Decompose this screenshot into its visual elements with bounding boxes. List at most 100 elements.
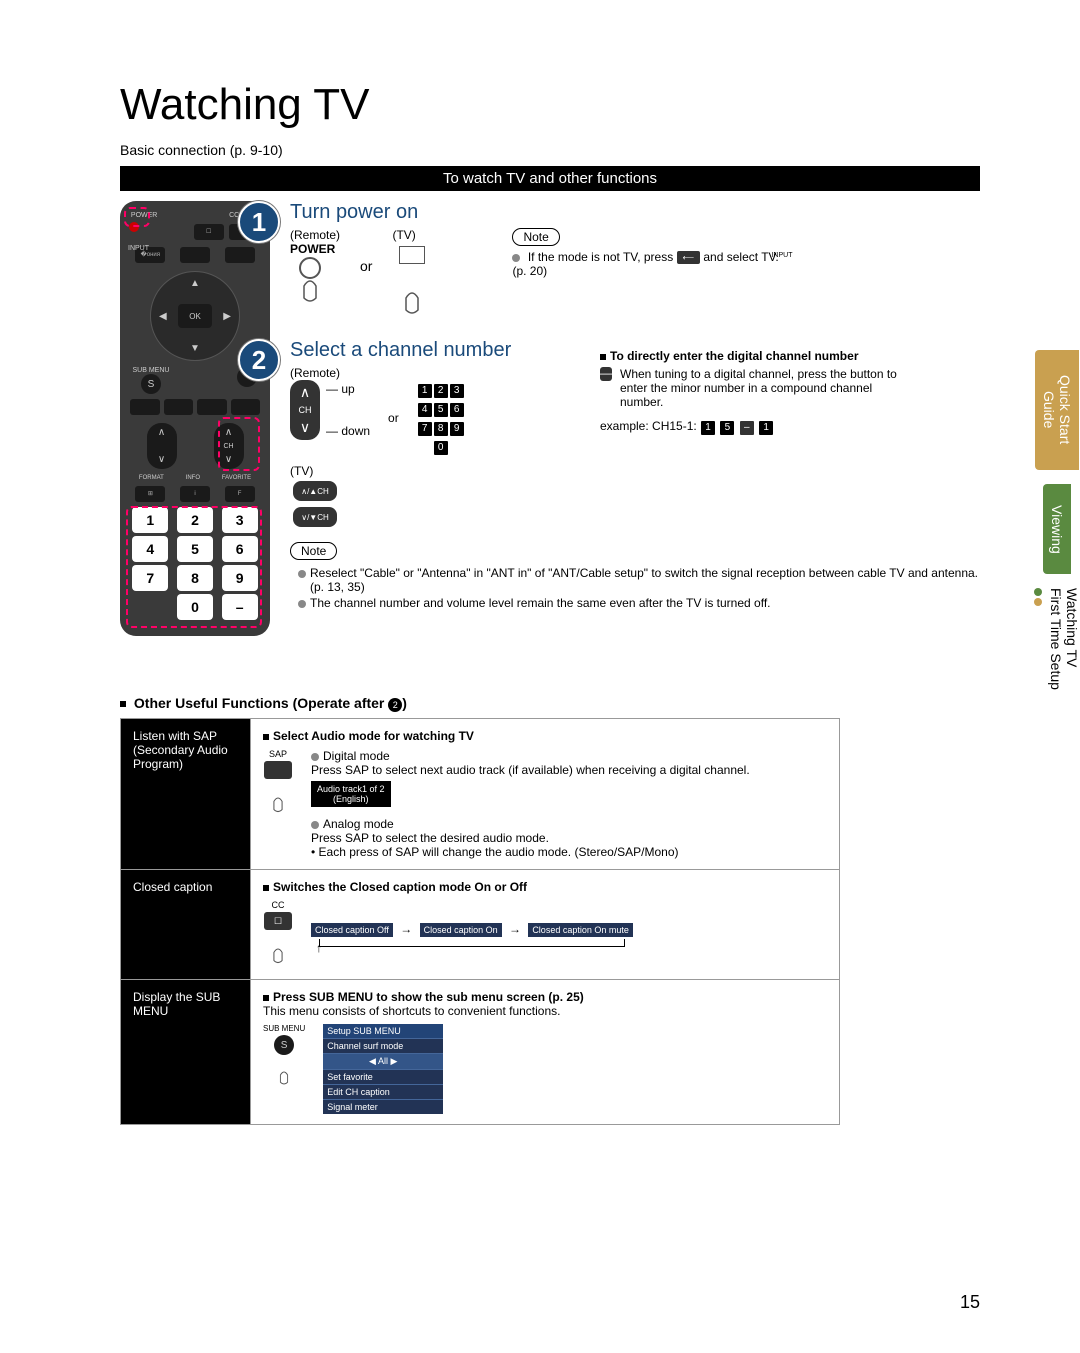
tab-first-time-setup: First Time Setup — [1048, 588, 1064, 690]
func3-title: Display the SUB MENU — [121, 980, 251, 1125]
audio-track-box: Audio track1 of 2 (English) — [311, 781, 391, 807]
remote-color-r — [130, 399, 160, 415]
remote-blank-button2 — [225, 247, 255, 263]
submenu-s-button: S — [274, 1035, 294, 1055]
remote-color-y — [197, 399, 227, 415]
step-1-circle: 1 — [238, 201, 280, 243]
cc-flow: Closed caption Off → Closed caption On →… — [311, 922, 633, 947]
step-1-title: Turn power on — [290, 201, 980, 224]
remote-highlight-numpad — [126, 506, 262, 628]
dash-button-icon: — — [600, 367, 612, 381]
square-bullet-icon — [263, 995, 269, 1001]
step1-remote-label: (Remote) — [290, 228, 340, 242]
digital-mode-label: Digital mode — [323, 749, 390, 763]
hand-press-icon — [263, 932, 293, 966]
remote-submenu-label: SUB MENU — [133, 367, 170, 374]
analog-mode-label: Analog mode — [323, 817, 394, 831]
step2-or: or — [388, 411, 399, 425]
tab-current: Watching TV First Time Setup — [1034, 588, 1080, 758]
other-func-heading: Other Useful Functions (Operate after 2) — [120, 695, 980, 712]
func2-title: Closed caption — [121, 870, 251, 980]
side-tabs: Quick Start Guide Viewing Watching TV Fi… — [1034, 350, 1080, 758]
remote-fav-button: F — [225, 486, 255, 502]
submenu-button-label: SUB MENU — [263, 1024, 305, 1033]
square-bullet-icon — [263, 885, 269, 891]
remote-cc-button: ☐ — [194, 224, 224, 240]
cc-button-label: CC — [263, 900, 293, 910]
step1-note-label: Note — [512, 228, 559, 246]
analog-mode-text2: • Each press of SAP will change the audi… — [311, 845, 827, 859]
func1-title: Listen with SAP (Secondary Audio Program… — [121, 719, 251, 870]
step2-notes: Reselect "Cable" or "Antenna" in "ANT in… — [290, 566, 980, 610]
bullet-icon — [512, 254, 520, 262]
cc-state: Closed caption On — [420, 923, 502, 937]
hand-press-icon — [290, 256, 330, 306]
hand-press-icon — [269, 1057, 299, 1087]
tab-viewing: Viewing — [1043, 484, 1071, 574]
remote-info-label: INFO — [186, 475, 200, 481]
page-title: Watching TV — [120, 80, 980, 130]
func3-subtext: This menu consists of shortcuts to conve… — [263, 1004, 827, 1018]
submenu-item: Signal meter — [323, 1099, 443, 1114]
remote-blank-button — [180, 247, 210, 263]
step1-or: or — [360, 228, 372, 274]
step1-note-text-a: If the mode is not TV, press — [528, 250, 677, 264]
remote-ok-button: OK — [178, 304, 212, 328]
hand-press-icon — [263, 781, 293, 815]
submenu-item: Set favorite — [323, 1069, 443, 1084]
tab-watching-tv: Watching TV — [1064, 588, 1080, 667]
hand-press-icon — [392, 268, 432, 318]
submenu-item-selected: ◀ All ▶ — [323, 1053, 443, 1069]
sap-button-label: SAP — [263, 749, 293, 759]
remote-color-g — [164, 399, 194, 415]
section-header: To watch TV and other functions — [120, 166, 980, 191]
input-button-icon: ⟵ — [677, 251, 700, 264]
digital-mode-text: Press SAP to select next audio track (if… — [311, 763, 827, 777]
ch-rocker-icon: ∧ CH ∨ — [290, 380, 320, 440]
functions-table: Listen with SAP (Secondary Audio Program… — [120, 718, 840, 1125]
submenu-item: Channel surf mode — [323, 1038, 443, 1053]
remote-nav-ring: ▲ ▼ ◀ ▶ OK — [150, 271, 240, 361]
step2-direct-text: When tuning to a digital channel, press … — [620, 367, 900, 409]
step2-note-label: Note — [290, 542, 337, 560]
step2-note-item: Reselect "Cable" or "Antenna" in "ANT in… — [298, 566, 980, 594]
step2-example-label: example: CH15-1: — [600, 419, 697, 433]
example-digit: – — [740, 421, 754, 435]
step2-note-item: The channel number and volume level rema… — [298, 596, 980, 610]
remote-input-label: INPUT — [128, 245, 149, 252]
step-2-circle: 2 — [238, 339, 280, 381]
step2-direct-title: To directly enter the digital channel nu… — [610, 349, 858, 363]
bullet-icon — [311, 753, 319, 761]
square-bullet-icon — [600, 354, 606, 360]
square-bullet-icon — [263, 734, 269, 740]
basic-connection: Basic connection (p. 9-10) — [120, 142, 980, 158]
submenu-item: Edit CH caption — [323, 1084, 443, 1099]
remote-fav-label: FAVORITE — [222, 475, 251, 481]
example-digit: 1 — [759, 421, 773, 435]
example-digit: 5 — [720, 421, 734, 435]
analog-mode-text1: Press SAP to select the desired audio mo… — [311, 831, 827, 845]
remote-highlight-power — [124, 207, 150, 227]
tv-ch-up-button: ∧/▲CH — [293, 481, 337, 501]
func3-heading: Press SUB MENU to show the sub menu scre… — [273, 990, 584, 1004]
tv-power-button-icon — [399, 246, 425, 264]
step1-tv-label: (TV) — [392, 228, 432, 242]
remote-submenu-button: S — [141, 374, 161, 394]
step2-ref-circle: 2 — [388, 698, 402, 712]
func1-heading: Select Audio mode for watching TV — [273, 729, 474, 743]
remote-illustration: POWER CC SAP ☐ INPUT �ония ▲ ▼ ◀ ▶ — [120, 201, 270, 636]
remote-highlight-ch — [218, 417, 260, 471]
step2-tv-label: (TV) — [290, 464, 980, 478]
bullet-icon — [311, 821, 319, 829]
cc-state: Closed caption On mute — [528, 923, 633, 937]
submenu-header: Setup SUB MENU — [323, 1024, 443, 1038]
tab-quick-start: Quick Start Guide — [1035, 350, 1079, 470]
func2-heading: Switches the Closed caption mode On or O… — [273, 880, 527, 894]
page-number: 15 — [960, 1292, 980, 1313]
tv-ch-down-button: ∨/▼CH — [293, 507, 337, 527]
remote-vol: ∧∨ — [147, 423, 177, 469]
example-digit: 1 — [701, 421, 715, 435]
remote-color-b — [231, 399, 261, 415]
remote-format-label: FORMAT — [139, 475, 164, 481]
remote-info-button: i — [180, 486, 210, 502]
